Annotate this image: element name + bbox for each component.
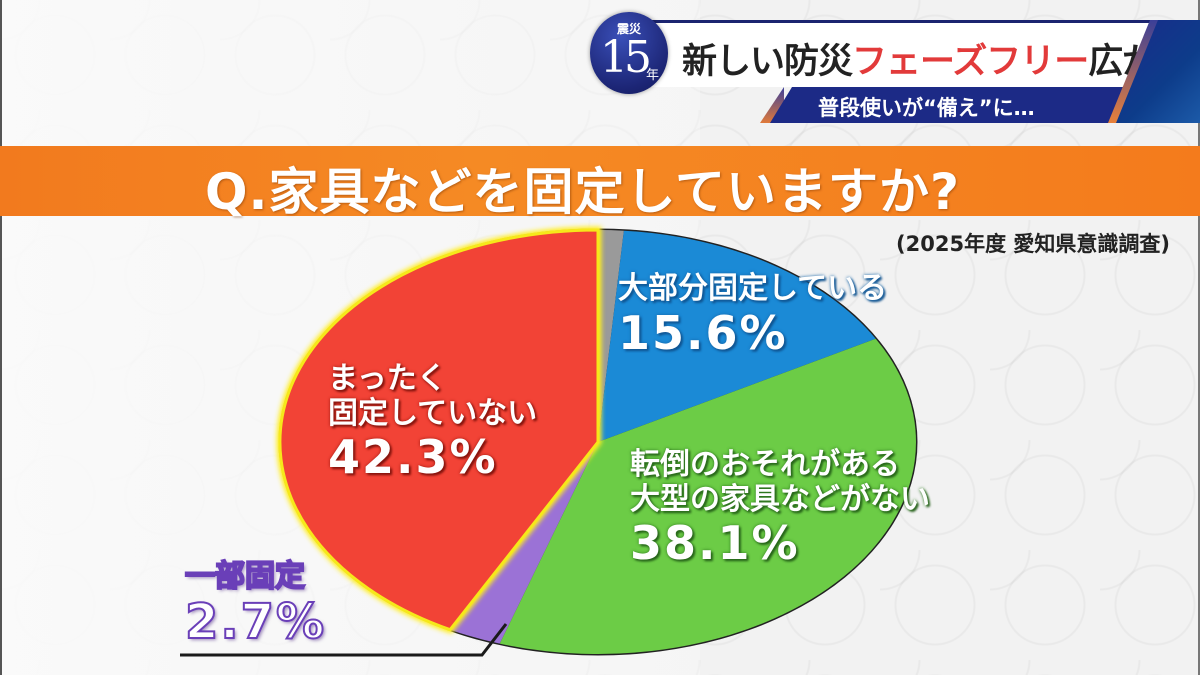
label-percent: 38.1%: [630, 516, 800, 570]
frame-edge-right: [1198, 0, 1200, 675]
headline-highlight: フェーズフリー: [852, 42, 1089, 82]
badge-unit: 年: [646, 68, 660, 83]
badge-number: 15: [600, 32, 652, 83]
question-text: Q.家具などを固定していますか?: [205, 163, 961, 221]
subtitle-text: 普段使いが“備え”に…: [818, 96, 1035, 120]
headline: 新しい防災フェーズフリー広がる: [682, 33, 1191, 84]
label-not-fixed: まったく 固定していない 42.3%: [328, 361, 538, 484]
label-name-line2: 固定していない: [328, 395, 538, 431]
label-no-large-furniture: 転倒のおそれがある 大型の家具などがない 38.1%: [630, 447, 930, 570]
label-mostly-fixed: 大部分固定している 15.6%: [618, 271, 888, 360]
pie-slice: [598, 230, 876, 442]
headline-part1: 新しい防災: [682, 42, 853, 82]
label-name-line2: 大型の家具などがない: [630, 481, 930, 517]
leader-line: [180, 623, 508, 657]
label-partially-fixed: 一部固定 2.7%: [184, 559, 327, 651]
badge-label: 震災: [616, 22, 641, 36]
label-name: 一部固定: [184, 559, 306, 595]
frame-edge-left: [0, 0, 2, 675]
pie-slice: [499, 338, 916, 654]
anniversary-badge: 震災 15 年: [590, 12, 668, 94]
pie-slice-highlighted: [278, 228, 600, 632]
survey-source: (2025年度 愛知県意識調査): [896, 232, 1170, 256]
question-band: Q.家具などを固定していますか?: [0, 146, 1200, 221]
label-name-line1: 転倒のおそれがある: [630, 447, 900, 482]
label-name: 大部分固定している: [618, 271, 888, 306]
pie-slice: [598, 229, 624, 442]
label-percent: 15.6%: [618, 305, 788, 360]
title-banner: 新しい防災フェーズフリー広がる: [640, 20, 1191, 87]
label-name-line1: まったく: [328, 361, 447, 396]
subtitle-banner: 普段使いが“備え”に…: [770, 87, 1150, 123]
label-percent: 42.3%: [328, 430, 498, 484]
label-percent: 2.7%: [184, 593, 327, 650]
